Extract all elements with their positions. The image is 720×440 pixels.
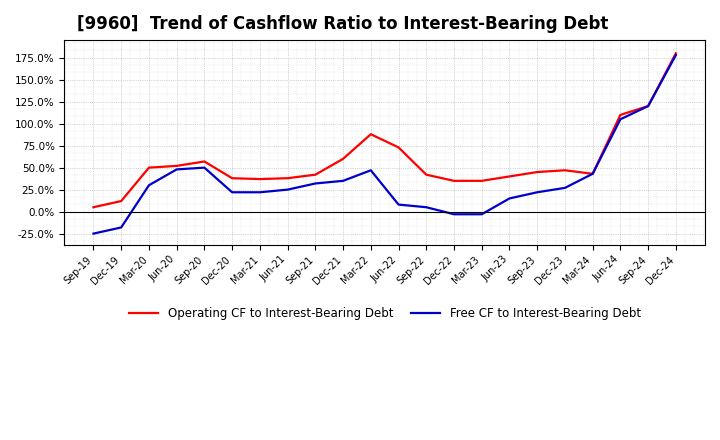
Free CF to Interest-Bearing Debt <box>89 231 98 236</box>
Free CF to Interest-Bearing Debt <box>450 212 459 217</box>
Free CF to Interest-Bearing Debt <box>395 202 403 207</box>
Operating CF to Interest-Bearing Debt <box>366 132 375 137</box>
Text: [9960]  Trend of Cashflow Ratio to Interest-Bearing Debt: [9960] Trend of Cashflow Ratio to Intere… <box>77 15 608 33</box>
Line: Operating CF to Interest-Bearing Debt: Operating CF to Interest-Bearing Debt <box>94 53 676 207</box>
Operating CF to Interest-Bearing Debt <box>89 205 98 210</box>
Free CF to Interest-Bearing Debt <box>588 171 597 176</box>
Free CF to Interest-Bearing Debt <box>477 212 486 217</box>
Operating CF to Interest-Bearing Debt <box>200 159 209 164</box>
Operating CF to Interest-Bearing Debt <box>395 145 403 150</box>
Operating CF to Interest-Bearing Debt <box>616 112 625 117</box>
Free CF to Interest-Bearing Debt <box>561 185 570 191</box>
Operating CF to Interest-Bearing Debt <box>338 156 347 161</box>
Operating CF to Interest-Bearing Debt <box>283 176 292 181</box>
Operating CF to Interest-Bearing Debt <box>477 178 486 183</box>
Free CF to Interest-Bearing Debt <box>616 117 625 122</box>
Free CF to Interest-Bearing Debt <box>505 196 514 201</box>
Operating CF to Interest-Bearing Debt <box>228 176 236 181</box>
Operating CF to Interest-Bearing Debt <box>533 169 541 175</box>
Free CF to Interest-Bearing Debt <box>200 165 209 170</box>
Operating CF to Interest-Bearing Debt <box>311 172 320 177</box>
Legend: Operating CF to Interest-Bearing Debt, Free CF to Interest-Bearing Debt: Operating CF to Interest-Bearing Debt, F… <box>124 302 646 325</box>
Operating CF to Interest-Bearing Debt <box>422 172 431 177</box>
Free CF to Interest-Bearing Debt <box>672 52 680 58</box>
Free CF to Interest-Bearing Debt <box>366 168 375 173</box>
Operating CF to Interest-Bearing Debt <box>588 171 597 176</box>
Free CF to Interest-Bearing Debt <box>256 190 264 195</box>
Operating CF to Interest-Bearing Debt <box>172 163 181 169</box>
Operating CF to Interest-Bearing Debt <box>450 178 459 183</box>
Free CF to Interest-Bearing Debt <box>172 167 181 172</box>
Operating CF to Interest-Bearing Debt <box>505 174 514 179</box>
Free CF to Interest-Bearing Debt <box>117 225 125 230</box>
Line: Free CF to Interest-Bearing Debt: Free CF to Interest-Bearing Debt <box>94 55 676 234</box>
Operating CF to Interest-Bearing Debt <box>117 198 125 204</box>
Free CF to Interest-Bearing Debt <box>145 183 153 188</box>
Free CF to Interest-Bearing Debt <box>338 178 347 183</box>
Free CF to Interest-Bearing Debt <box>283 187 292 192</box>
Operating CF to Interest-Bearing Debt <box>561 168 570 173</box>
Free CF to Interest-Bearing Debt <box>533 190 541 195</box>
Free CF to Interest-Bearing Debt <box>644 103 652 109</box>
Free CF to Interest-Bearing Debt <box>228 190 236 195</box>
Free CF to Interest-Bearing Debt <box>311 181 320 186</box>
Operating CF to Interest-Bearing Debt <box>256 176 264 182</box>
Operating CF to Interest-Bearing Debt <box>672 51 680 56</box>
Operating CF to Interest-Bearing Debt <box>145 165 153 170</box>
Operating CF to Interest-Bearing Debt <box>644 103 652 109</box>
Free CF to Interest-Bearing Debt <box>422 205 431 210</box>
